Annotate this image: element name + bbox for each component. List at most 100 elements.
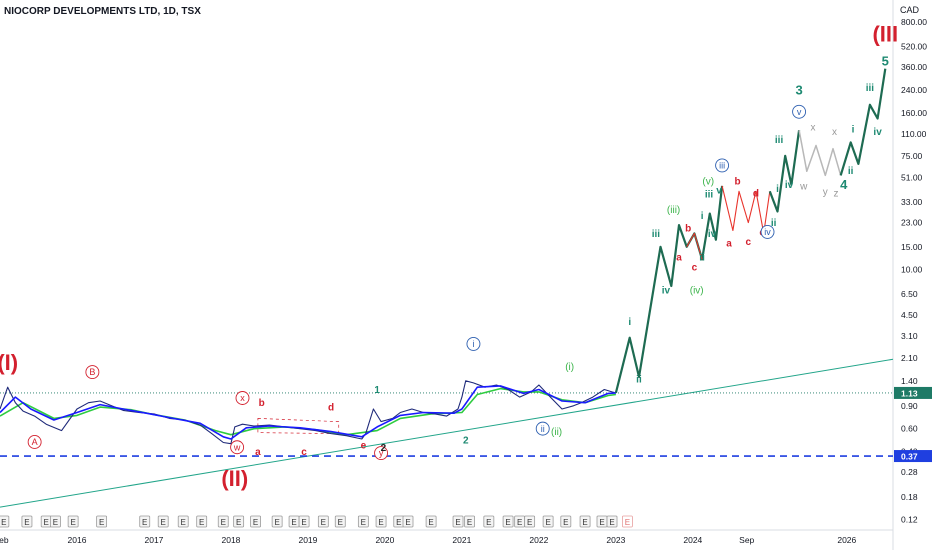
time-axis[interactable]: eb 2016 2017 2018 2019 2020 2021 2022 2023 2024 Se… xyxy=(0,535,857,545)
earnings-marker[interactable]: E xyxy=(402,515,414,528)
svg-text:(III: (III xyxy=(872,21,898,46)
svg-text:d: d xyxy=(753,188,759,199)
wave-labels: (I)(II)(IIIABxwybacde122iii(ii)(i)iiiiii… xyxy=(0,21,898,490)
svg-text:w: w xyxy=(799,181,808,192)
earnings-marker[interactable]: E xyxy=(139,515,151,528)
svg-text:2: 2 xyxy=(381,443,387,454)
wave-label: d xyxy=(753,188,759,199)
earnings-marker[interactable]: E xyxy=(622,515,633,528)
svg-text:w: w xyxy=(233,442,241,452)
svg-text:b: b xyxy=(685,223,691,234)
wave-label: a xyxy=(255,447,261,458)
svg-text:d: d xyxy=(328,403,334,414)
svg-text:E: E xyxy=(545,518,550,527)
earnings-marker[interactable]: E xyxy=(217,515,229,528)
wave-label: 2 xyxy=(381,443,387,454)
svg-text:1: 1 xyxy=(374,385,380,396)
svg-text:E: E xyxy=(253,518,258,527)
svg-text:E: E xyxy=(181,518,186,527)
svg-text:E: E xyxy=(625,518,630,527)
svg-text:E: E xyxy=(221,518,226,527)
svg-text:E: E xyxy=(53,518,58,527)
earnings-marker[interactable]: E xyxy=(452,515,464,528)
earnings-marker[interactable]: E xyxy=(196,515,208,528)
wave-label: x xyxy=(235,391,250,405)
earnings-marker[interactable]: E xyxy=(288,515,300,528)
y-tick-label: 3.10 xyxy=(901,331,918,341)
earnings-marker[interactable]: E xyxy=(464,515,475,528)
earnings-marker[interactable]: E xyxy=(233,515,245,528)
earnings-marker[interactable]: E xyxy=(393,515,405,528)
y-tick-label: 1.40 xyxy=(901,376,918,386)
y-tick-label: 75.00 xyxy=(901,151,923,161)
svg-text:c: c xyxy=(301,447,307,458)
earnings-marker[interactable]: E xyxy=(40,515,52,528)
earnings-marker[interactable]: E xyxy=(50,515,61,528)
earnings-marker[interactable]: E xyxy=(606,515,618,528)
svg-text:ii: ii xyxy=(848,166,854,177)
earnings-marker[interactable]: E xyxy=(334,515,346,528)
earnings-marker[interactable]: E xyxy=(542,515,554,528)
wave-label: (v) xyxy=(702,177,714,188)
svg-text:b: b xyxy=(259,398,265,409)
earnings-marker[interactable]: E xyxy=(483,515,495,528)
series-price xyxy=(0,380,617,445)
earnings-marker[interactable]: E xyxy=(271,515,283,528)
svg-text:E: E xyxy=(199,518,204,527)
earnings-marker[interactable]: E xyxy=(177,515,189,528)
wave-label: y xyxy=(823,187,828,198)
earnings-marker[interactable]: E xyxy=(375,515,387,528)
earnings-marker[interactable]: E xyxy=(425,515,437,528)
wave-label: y xyxy=(374,446,389,460)
svg-text:iii: iii xyxy=(775,135,784,146)
earnings-marker[interactable]: E xyxy=(357,515,369,528)
x-tick-label: 2023 xyxy=(606,535,625,545)
earnings-marker[interactable]: E xyxy=(579,515,591,528)
earnings-marker[interactable]: E xyxy=(0,515,10,528)
svg-text:E: E xyxy=(321,518,326,527)
earnings-marker[interactable]: E xyxy=(560,515,572,528)
earnings-marker[interactable]: E xyxy=(21,515,33,528)
svg-text:E: E xyxy=(44,518,49,527)
earnings-marker[interactable]: E xyxy=(317,515,329,528)
svg-text:(I): (I) xyxy=(0,350,18,375)
svg-text:ii: ii xyxy=(636,374,642,385)
wave-label: iv xyxy=(708,229,717,240)
wave-label: iv xyxy=(785,180,794,191)
y-tick-label: 0.60 xyxy=(901,424,918,434)
earnings-marker[interactable]: E xyxy=(298,515,310,528)
wave-label: (iv) xyxy=(690,285,704,296)
wave-label: iii xyxy=(652,229,661,240)
x-tick-label: Sep xyxy=(739,535,754,545)
earnings-marker[interactable]: E xyxy=(596,515,608,528)
wave-label: 1 xyxy=(374,385,380,396)
y-tick-label: 4.50 xyxy=(901,310,918,320)
svg-text:E: E xyxy=(467,518,472,527)
svg-text:E: E xyxy=(378,518,383,527)
x-tick-label: 2017 xyxy=(145,535,164,545)
svg-text:e: e xyxy=(361,440,367,451)
svg-text:E: E xyxy=(405,518,410,527)
x-tick-label: 2021 xyxy=(452,535,471,545)
svg-text:x: x xyxy=(832,127,837,138)
svg-text:(iv): (iv) xyxy=(690,285,704,296)
wave-label: i xyxy=(466,336,481,351)
earnings-marker[interactable]: E xyxy=(514,515,526,528)
wave-label: A xyxy=(27,435,42,449)
x-tick-label: 2018 xyxy=(221,535,240,545)
wave-label: iv xyxy=(760,224,775,239)
earnings-marker[interactable]: E xyxy=(67,515,79,528)
earnings-marker[interactable]: E xyxy=(96,515,108,528)
wave-label: ii xyxy=(848,166,854,177)
earnings-marker[interactable]: E xyxy=(502,515,514,528)
wave-label: ii xyxy=(771,218,777,229)
svg-text:E: E xyxy=(582,518,587,527)
wave-label: i xyxy=(701,211,704,222)
earnings-marker[interactable]: E xyxy=(157,515,169,528)
price-axis[interactable]: 800.00 520.00 360.00 240.00 160.00 110.00 75.0… xyxy=(894,17,932,525)
earnings-marker[interactable]: E xyxy=(524,515,536,528)
earnings-marker[interactable]: E xyxy=(250,515,261,528)
svg-text:B: B xyxy=(89,367,95,377)
series-projection-correction-1 xyxy=(686,232,703,260)
